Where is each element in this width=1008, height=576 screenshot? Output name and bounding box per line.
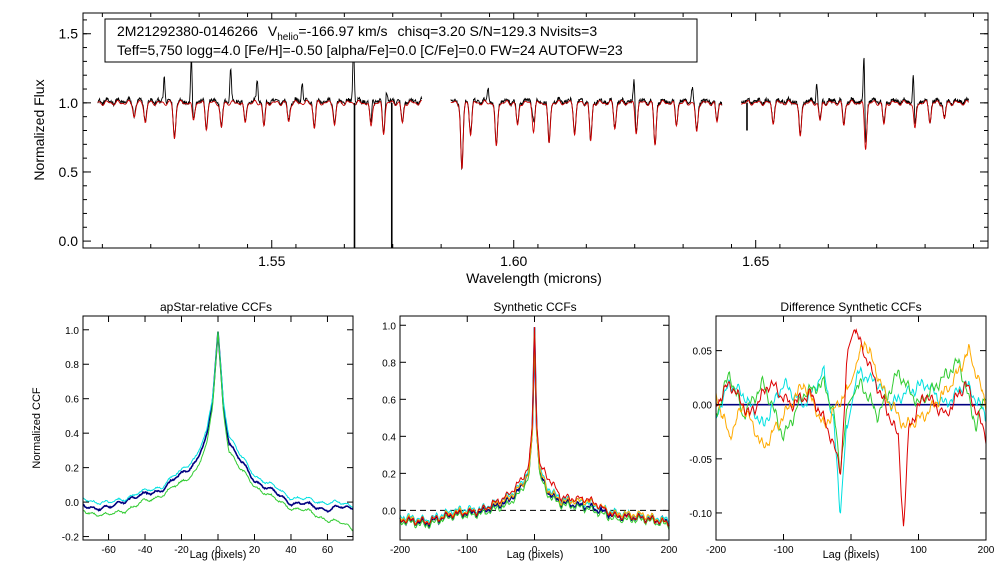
y-tick-label: 0.0 — [65, 498, 79, 509]
ccf-panel-title: Synthetic CCFs — [493, 300, 576, 314]
spectrum-y-label: Normalized Flux — [31, 79, 47, 180]
ccf-series-red — [715, 328, 987, 527]
vhelio-label: V — [268, 23, 278, 39]
observed-spectrum-line — [740, 57, 970, 143]
y-tick-label: 1.0 — [59, 95, 79, 111]
y-tick-label: -0.05 — [689, 455, 712, 466]
ccf-axis-ticks: -200 -100 0 100 200 0.0 0.2 0.4 0.6 0.8 1.0 — [382, 316, 678, 556]
ccf-panel-difference: Difference Synthetic CCFs -200 -100 0 100 20… — [689, 300, 995, 561]
y-tick-label: 0.5 — [59, 164, 79, 180]
ccf-panel-synthetic: Synthetic CCFs -200 -100 0 100 200 0.0 0.2 0.4 0… — [382, 300, 678, 561]
y-tick-label: 1.0 — [382, 321, 396, 332]
x-tick-label: -200 — [390, 545, 410, 556]
ccf-panel-apstar: apStar-relative CCFs -60 -40 -20 0 20 40 60 -0.… — [31, 300, 354, 561]
x-tick-label: 60 — [322, 545, 334, 556]
x-tick-label: 200 — [661, 545, 678, 556]
observed-spectrum-line — [97, 45, 423, 138]
fit-stats: chisq=3.20 S/N=129.3 Nvisits=3 — [398, 23, 598, 39]
y-tick-label: 1.5 — [59, 26, 79, 42]
observed-spectrum-line — [450, 79, 723, 171]
ccf-x-label: Lag (pixels) — [190, 549, 247, 561]
ccf-series-navy — [82, 331, 354, 513]
vhelio-subscript: helio — [277, 32, 299, 43]
x-tick-label: 1.55 — [258, 253, 285, 269]
ccf-curves — [399, 327, 670, 530]
x-tick-label: 1.60 — [500, 253, 527, 269]
ccf-axis-ticks: -60 -40 -20 0 20 40 60 -0.2 0.0 0.2 0.4 0.6 0.8 1.0 — [62, 316, 353, 556]
model-spectrum-line — [740, 99, 970, 150]
y-tick-label: 0.00 — [693, 401, 713, 412]
x-tick-label: 20 — [249, 545, 261, 556]
x-tick-label: -100 — [773, 545, 793, 556]
x-tick-label: -40 — [138, 545, 153, 556]
ccf-series-red — [399, 327, 670, 527]
x-tick-label: 0 — [532, 545, 538, 556]
ccf-panel-title: Difference Synthetic CCFs — [780, 300, 921, 314]
x-tick-label: 0 — [848, 545, 854, 556]
x-tick-label: 1.65 — [742, 253, 769, 269]
x-tick-label: -100 — [457, 545, 477, 556]
y-tick-label: 0.6 — [382, 395, 396, 406]
ccf-series-cyan — [82, 331, 354, 509]
spectrum-x-label: Wavelength (microns) — [466, 270, 602, 286]
y-tick-label: 0.0 — [382, 506, 396, 517]
ccf-series-green — [82, 331, 354, 532]
x-tick-label: 0 — [215, 545, 221, 556]
y-tick-label: 0.8 — [65, 360, 79, 371]
x-tick-label: 100 — [910, 545, 927, 556]
ccf-curves — [715, 328, 987, 527]
x-tick-label: 200 — [978, 545, 995, 556]
stellar-params: Teff=5,750 logg=4.0 [Fe/H]=-0.50 [alpha/… — [117, 42, 623, 58]
ccf-series-navy — [399, 327, 670, 530]
ccf-series-cyan — [715, 364, 987, 514]
y-tick-label: 0.2 — [382, 469, 396, 480]
y-tick-label: -0.10 — [689, 509, 712, 520]
spectrum-axis-ticks: 1.55 1.60 1.65 0.0 0.5 1.0 1.5 — [59, 13, 988, 269]
x-tick-label: -200 — [706, 545, 726, 556]
x-tick-label: 40 — [285, 545, 297, 556]
ccf-curves — [82, 331, 354, 532]
spectrum-info-line-1: 2M21292380-0146266 Vhelio=-166.97 km/s chi… — [117, 23, 597, 43]
spectrum-curves — [97, 45, 970, 248]
ccf-plot-frame — [715, 315, 987, 541]
spectrum-info-box — [104, 18, 698, 63]
model-spectrum-line — [450, 99, 723, 170]
y-tick-label: 1.0 — [65, 326, 79, 337]
x-tick-label: -20 — [174, 545, 189, 556]
y-tick-label: 0.4 — [65, 429, 79, 440]
ccf-x-label: Lag (pixels) — [823, 549, 880, 561]
ccf-axis-ticks: -200 -100 0 100 200 -0.10 -0.05 0.00 0.05 — [689, 316, 995, 556]
star-id: 2M21292380-0146266 — [117, 23, 258, 39]
vhelio-value: =-166.97 km/s — [298, 23, 387, 39]
y-tick-label: 0.05 — [693, 347, 713, 358]
ccf-series-yellow — [715, 340, 987, 449]
spectrum-panel: 1.55 1.60 1.65 0.0 0.5 1.0 1.5 2M21292380-0146… — [31, 12, 989, 286]
y-tick-label: 0.8 — [382, 358, 396, 369]
ccf-x-label: Lag (pixels) — [507, 549, 564, 561]
model-spectrum-line — [97, 99, 422, 140]
x-tick-label: -60 — [101, 545, 116, 556]
y-tick-label: 0.0 — [59, 233, 79, 249]
y-tick-label: 0.4 — [382, 432, 396, 443]
ccf-series-green — [715, 357, 987, 474]
y-tick-label: 0.6 — [65, 395, 79, 406]
ccf-panel-title: apStar-relative CCFs — [160, 300, 272, 314]
y-tick-label: 0.2 — [65, 464, 79, 475]
y-tick-label: -0.2 — [62, 533, 80, 544]
x-tick-label: 100 — [593, 545, 610, 556]
ccf-y-label: Normalized CCF — [31, 387, 43, 469]
